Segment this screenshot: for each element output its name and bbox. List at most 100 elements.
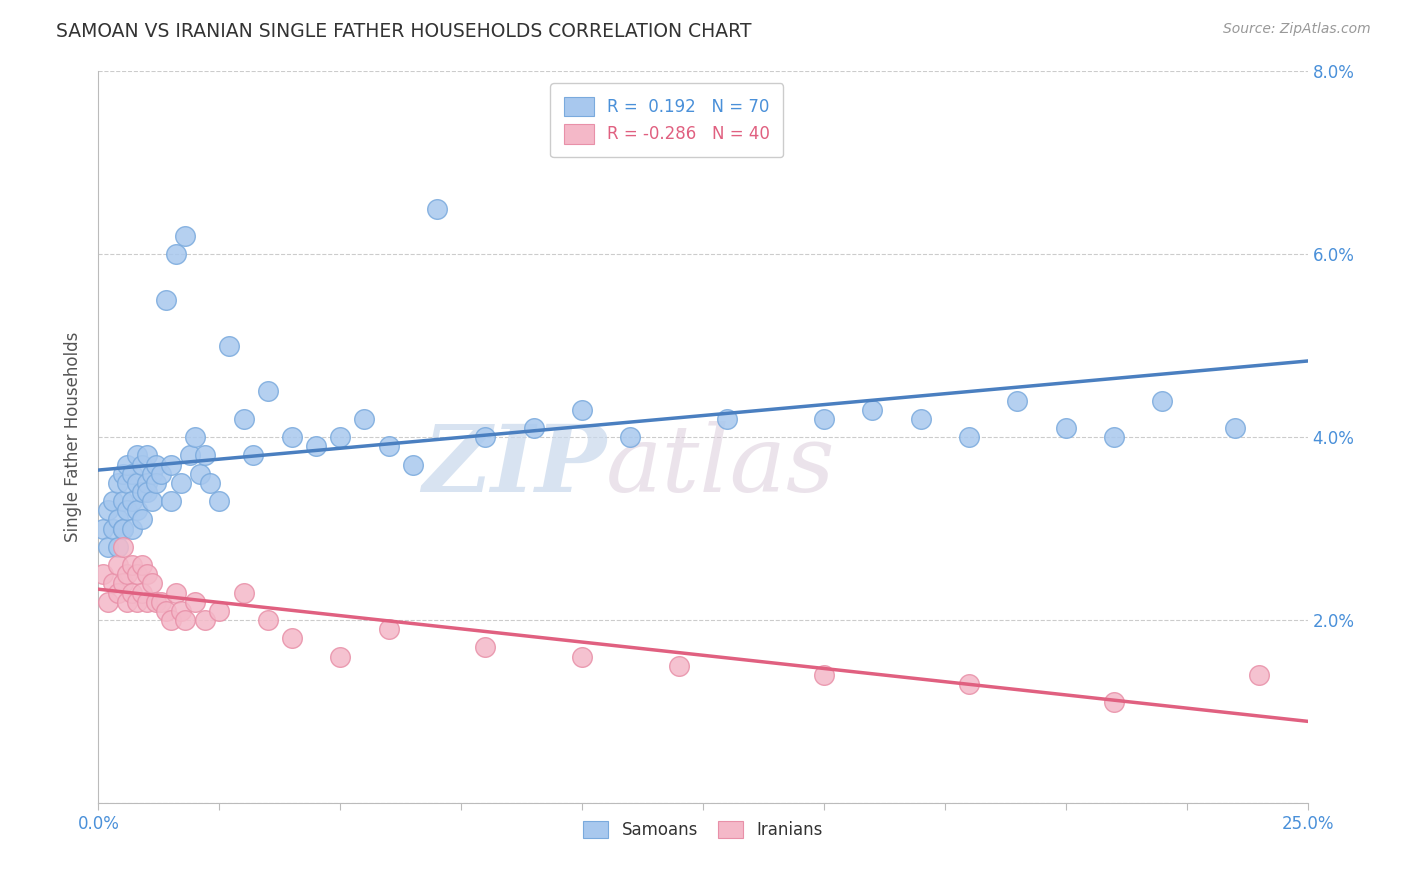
Point bbox=[127, 475, 149, 490]
Point bbox=[1102, 430, 1125, 444]
Point bbox=[813, 412, 835, 426]
Point bbox=[232, 585, 254, 599]
Point bbox=[141, 467, 163, 481]
Point bbox=[179, 449, 201, 463]
Point bbox=[111, 494, 134, 508]
Point bbox=[813, 667, 835, 681]
Point bbox=[101, 521, 124, 535]
Point bbox=[281, 632, 304, 646]
Point bbox=[121, 467, 143, 481]
Point bbox=[281, 430, 304, 444]
Point bbox=[165, 247, 187, 261]
Point bbox=[111, 521, 134, 535]
Point bbox=[97, 540, 120, 554]
Point bbox=[117, 595, 139, 609]
Point bbox=[107, 475, 129, 490]
Point bbox=[131, 512, 153, 526]
Point bbox=[131, 485, 153, 500]
Point bbox=[571, 649, 593, 664]
Point bbox=[184, 430, 207, 444]
Point bbox=[160, 613, 183, 627]
Point bbox=[135, 449, 157, 463]
Point bbox=[97, 595, 120, 609]
Point bbox=[256, 384, 278, 399]
Point bbox=[169, 475, 191, 490]
Point bbox=[101, 494, 124, 508]
Point bbox=[668, 658, 690, 673]
Point bbox=[150, 467, 173, 481]
Point bbox=[111, 467, 134, 481]
Point bbox=[218, 338, 240, 352]
Point bbox=[117, 475, 139, 490]
Point bbox=[619, 430, 641, 444]
Point bbox=[668, 128, 690, 143]
Point bbox=[107, 540, 129, 554]
Point bbox=[107, 512, 129, 526]
Text: SAMOAN VS IRANIAN SINGLE FATHER HOUSEHOLDS CORRELATION CHART: SAMOAN VS IRANIAN SINGLE FATHER HOUSEHOL… bbox=[56, 22, 752, 41]
Point bbox=[141, 494, 163, 508]
Point bbox=[1054, 421, 1077, 435]
Point bbox=[131, 585, 153, 599]
Point bbox=[571, 402, 593, 417]
Point bbox=[208, 494, 231, 508]
Point bbox=[107, 585, 129, 599]
Point bbox=[353, 412, 375, 426]
Point bbox=[1152, 393, 1174, 408]
Point bbox=[474, 430, 496, 444]
Point bbox=[101, 576, 124, 591]
Point bbox=[111, 521, 134, 535]
Point bbox=[194, 613, 217, 627]
Point bbox=[155, 604, 177, 618]
Point bbox=[117, 458, 139, 472]
Point bbox=[174, 613, 197, 627]
Point bbox=[141, 576, 163, 591]
Point bbox=[377, 622, 399, 636]
Point bbox=[1007, 393, 1029, 408]
Point bbox=[117, 503, 139, 517]
Point bbox=[135, 567, 157, 582]
Y-axis label: Single Father Households: Single Father Households bbox=[65, 332, 83, 542]
Point bbox=[127, 503, 149, 517]
Point bbox=[121, 521, 143, 535]
Point bbox=[957, 430, 980, 444]
Point bbox=[232, 412, 254, 426]
Point bbox=[860, 402, 883, 417]
Text: atlas: atlas bbox=[606, 421, 835, 511]
Point bbox=[1223, 421, 1246, 435]
Point bbox=[402, 458, 425, 472]
Text: ZIP: ZIP bbox=[422, 421, 606, 511]
Point bbox=[91, 521, 114, 535]
Point bbox=[198, 475, 221, 490]
Point bbox=[329, 649, 352, 664]
Point bbox=[165, 585, 187, 599]
Point bbox=[1102, 695, 1125, 709]
Point bbox=[184, 595, 207, 609]
Point bbox=[1249, 667, 1271, 681]
Point bbox=[150, 595, 173, 609]
Point bbox=[131, 458, 153, 472]
Point bbox=[121, 585, 143, 599]
Point bbox=[169, 604, 191, 618]
Point bbox=[91, 567, 114, 582]
Legend: Samoans, Iranians: Samoans, Iranians bbox=[576, 814, 830, 846]
Point bbox=[377, 439, 399, 453]
Point bbox=[242, 449, 264, 463]
Point bbox=[474, 640, 496, 655]
Point bbox=[97, 503, 120, 517]
Point bbox=[145, 595, 167, 609]
Point bbox=[111, 540, 134, 554]
Point bbox=[107, 558, 129, 573]
Point bbox=[111, 576, 134, 591]
Point bbox=[121, 558, 143, 573]
Point bbox=[145, 475, 167, 490]
Point bbox=[135, 475, 157, 490]
Point bbox=[127, 567, 149, 582]
Point bbox=[208, 604, 231, 618]
Point bbox=[127, 449, 149, 463]
Point bbox=[155, 293, 177, 307]
Point bbox=[194, 449, 217, 463]
Point bbox=[305, 439, 328, 453]
Point bbox=[174, 229, 197, 244]
Point bbox=[131, 558, 153, 573]
Point bbox=[910, 412, 932, 426]
